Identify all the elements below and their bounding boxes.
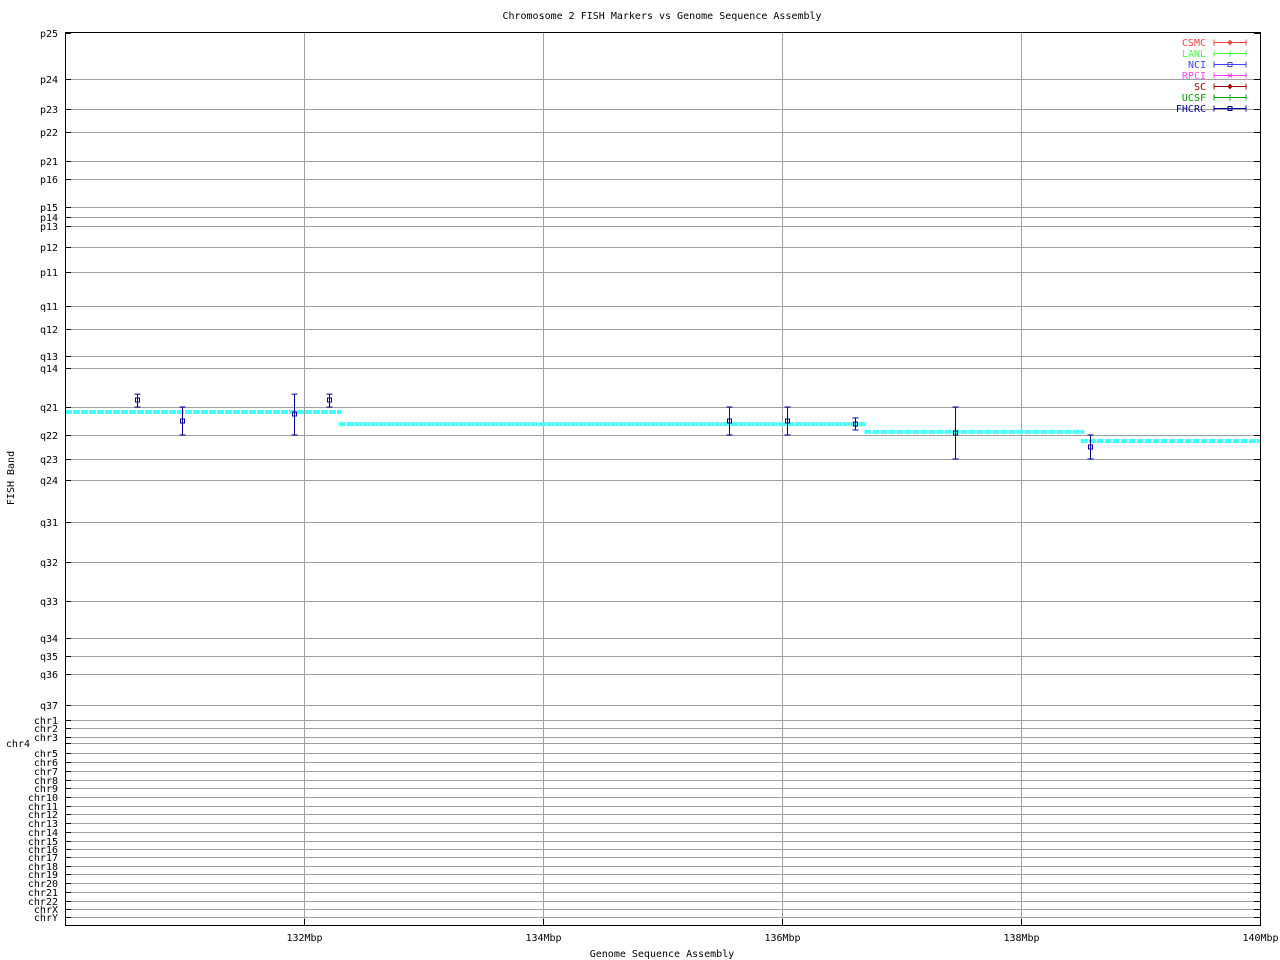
y-tick-label: chr15	[28, 837, 58, 848]
y-tick-label: chr16	[28, 845, 58, 856]
x-axis-ticks: 132Mbp 134Mbp 136Mbp 138Mbp 140Mbp	[286, 919, 1279, 944]
square-marker-icon	[1227, 106, 1233, 111]
x-axis-label: Genome Sequence Assembly	[590, 949, 735, 960]
y-tick-label: chr11	[28, 802, 58, 813]
square-marker	[135, 397, 140, 403]
y-tick-label: p16	[40, 175, 58, 186]
square-marker-icon	[1227, 62, 1233, 67]
data-point	[326, 393, 333, 408]
y-tick-label: q21	[40, 403, 58, 414]
data-point	[1087, 434, 1094, 460]
diamond-marker-icon	[1227, 83, 1233, 90]
data-point	[179, 406, 186, 436]
y-tick-label: p15	[40, 203, 58, 214]
x-tick-label: 138Mbp	[1003, 933, 1039, 944]
y-tick-label: q24	[40, 476, 58, 487]
square-marker	[785, 418, 790, 424]
y-tick-label: chr13	[28, 819, 58, 830]
y-tick-label: p21	[40, 157, 58, 168]
square-marker	[327, 397, 332, 403]
y-tick-label: chr7	[34, 767, 58, 778]
legend-label-csmc: CSMC	[1182, 38, 1206, 49]
y-tick-label: p22	[40, 128, 58, 139]
y-tick-label: p13	[40, 222, 58, 233]
y-tick-label: p24	[40, 75, 58, 86]
assembly-segments	[65, 410, 1260, 443]
square-marker	[853, 421, 858, 427]
y-tick-label: q13	[40, 352, 58, 363]
x-tick-label: 132Mbp	[286, 933, 322, 944]
y-tick-label: chr17	[28, 853, 58, 864]
legend-label-nci: NCI	[1188, 60, 1206, 71]
chart-title: Chromosome 2 FISH Markers vs Genome Sequ…	[502, 11, 821, 22]
y-tick-label: chr14	[28, 828, 58, 839]
data-point	[726, 406, 733, 436]
y-axis-label: FISH Band	[6, 451, 17, 505]
legend-label-ucsf: UCSF	[1182, 93, 1206, 104]
y-tick-label: p14	[40, 213, 58, 224]
y-tick-label: chr6	[34, 758, 58, 769]
y-tick-label: q32	[40, 558, 58, 569]
y-tick-label: chr5	[34, 749, 58, 760]
square-marker	[1088, 444, 1093, 450]
diamond-marker-icon	[1227, 39, 1233, 46]
y-tick-label: p23	[40, 105, 58, 116]
y-tick-label: chr9	[34, 784, 58, 795]
x-tick-label: 140Mbp	[1242, 933, 1278, 944]
data-point	[291, 393, 298, 436]
square-marker	[727, 418, 732, 424]
y-tick-label: chr20	[28, 879, 58, 890]
square-marker	[292, 411, 297, 417]
y-tick-label: q35	[40, 652, 58, 663]
square-marker	[953, 430, 958, 436]
y-tick-label: q11	[40, 302, 58, 313]
y-tick-label: chr22	[28, 897, 58, 908]
y-tick-label: q23	[40, 455, 58, 466]
x-tick-label: 136Mbp	[764, 933, 800, 944]
y-tick-label: q33	[40, 597, 58, 608]
y-tick-label: chr18	[28, 862, 58, 873]
y-tick-label: chr12	[28, 810, 58, 821]
data-point	[952, 406, 959, 460]
y-tick-label: chr8	[34, 776, 58, 787]
y-tick-label: chr21	[28, 888, 58, 899]
data-point	[134, 393, 141, 408]
y-tick-label: p25	[40, 29, 58, 40]
y-tick-label: q12	[40, 325, 58, 336]
y-tick-label: q14	[40, 364, 58, 375]
y-tick-label: chr1	[34, 716, 58, 727]
plot-frame	[65, 32, 1261, 926]
y-tick-label: chrY	[34, 913, 58, 924]
legend-label-lanl: LANL	[1182, 49, 1206, 60]
fish-points	[134, 393, 1094, 460]
y-tick-label: q36	[40, 670, 58, 681]
y-tick-label: q34	[40, 634, 58, 645]
square-marker	[180, 418, 185, 424]
y-tick-label: chrX	[34, 905, 58, 916]
legend-label-rpci: RPCI	[1182, 71, 1206, 82]
y-tick-label: q37	[40, 701, 58, 712]
y-tick-label: p11	[40, 268, 58, 279]
cross-marker-icon	[1227, 73, 1233, 78]
y-tick-label: chr4	[6, 739, 30, 750]
y-tick-label: q22	[40, 431, 58, 442]
data-point	[784, 406, 791, 436]
y-tick-label: chr19	[28, 870, 58, 881]
grid-lines	[65, 33, 1260, 925]
data-point	[852, 417, 859, 431]
x-tick-label: 134Mbp	[525, 933, 561, 944]
y-tick-label: chr2	[34, 724, 58, 735]
y-tick-label: p12	[40, 243, 58, 254]
legend-label-sc: SC	[1194, 82, 1206, 93]
y-tick-label: chr10	[28, 793, 58, 804]
y-tick-label: chr3	[34, 733, 58, 744]
legend-label-fhcrc: FHCRC	[1176, 104, 1206, 115]
y-tick-label: q31	[40, 518, 58, 529]
